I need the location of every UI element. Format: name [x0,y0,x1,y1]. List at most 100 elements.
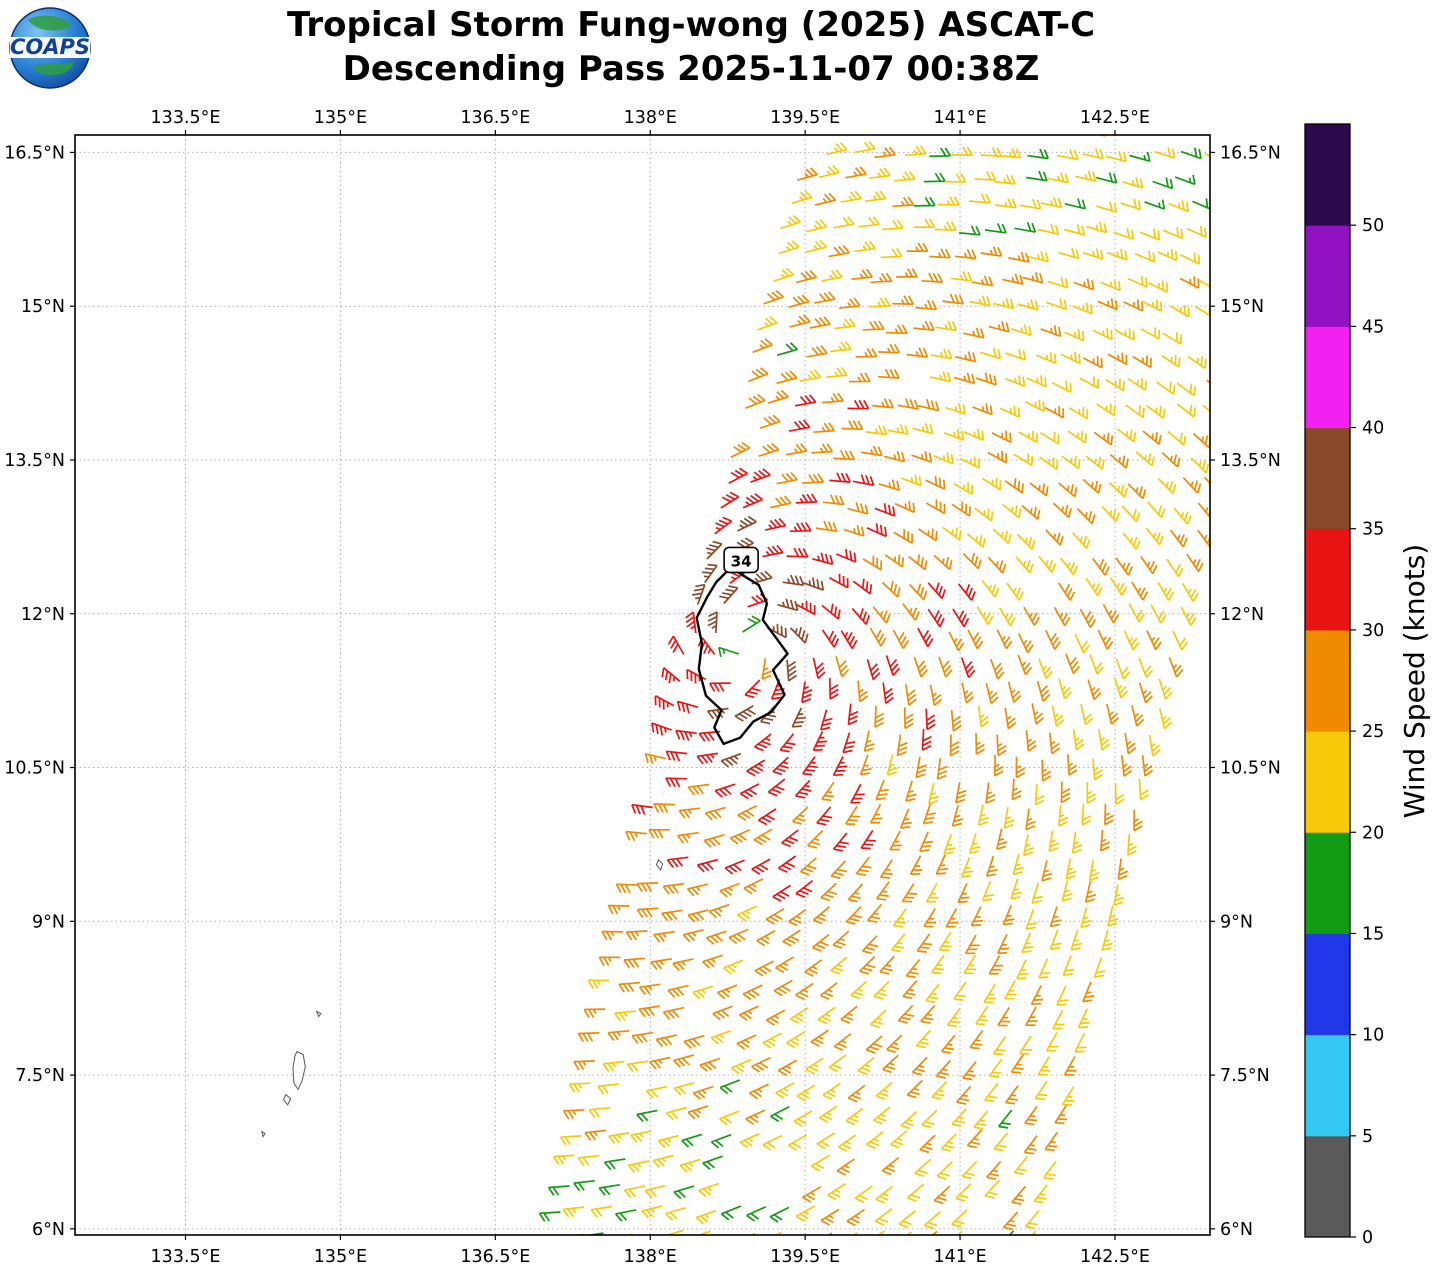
wind-barb [1049,929,1062,951]
wind-barb [1096,403,1116,417]
wind-barb [1004,478,1024,494]
wind-barb [794,394,817,407]
colorbar-bin [1305,731,1350,833]
wind-barb [1092,758,1103,781]
wind-radius-contour [695,566,789,746]
wind-barb [885,324,908,335]
wind-barb [845,1107,864,1126]
wind-barb [962,552,982,570]
wind-barb [672,1054,695,1068]
wind-barb [706,930,727,945]
colorbar-tick-label: 30 [1362,621,1384,641]
colorbar-bin [1305,933,1350,1036]
wind-barb [875,1081,893,1101]
island-kayangel [315,1010,322,1018]
wind-barb [785,443,808,456]
wind-barb [1186,225,1207,238]
wind-barb [686,883,709,897]
wind-barb [1084,881,1097,903]
wind-barb [1115,557,1133,576]
wind-barb [865,1131,884,1149]
wind-barb [661,667,681,684]
wind-barb [911,1056,928,1076]
wind-barb [855,347,878,358]
wind-barb [877,368,900,379]
wind-barb [1038,555,1057,573]
wind-barb [1106,248,1128,261]
wind-barb [816,1132,836,1150]
wind-barb [745,1109,766,1125]
wind-barb [1157,478,1177,495]
wind-barb [964,934,980,955]
wind-barb [754,960,774,977]
wind-barb [789,314,811,328]
wind-barb [874,1208,893,1226]
wind-barb [1052,1009,1065,1030]
wind-barb [1113,677,1129,699]
wind-barb [960,456,981,469]
wind-barb [1058,804,1069,827]
wind-barb [812,657,826,680]
coaps-logo-graphic: COAPS [9,7,91,89]
wind-barb [1144,199,1166,210]
wind-barb [912,423,934,435]
wind-barb [776,471,798,485]
wind-barb [1117,858,1129,881]
colorbar-tick-label: 15 [1362,924,1384,944]
wind-barb [1148,280,1169,293]
wind-barb [904,145,927,157]
wind-barb [1148,734,1161,757]
wind-barbs-layer [538,135,1245,1251]
wind-barb [573,1060,595,1071]
wind-barb [1008,1230,1015,1235]
wind-barb [1158,708,1172,730]
wind-barb [933,452,954,465]
wind-barb [547,1185,570,1196]
wind-barb [973,1110,989,1130]
wind-barb [1018,633,1034,654]
wind-barb [776,370,798,385]
wind-barb [892,908,907,928]
wind-barb [1017,299,1039,311]
wind-barb [1012,853,1024,876]
wind-barb [1227,275,1245,287]
wind-barb [1011,1185,1027,1205]
wind-barb [795,982,814,1001]
wind-barb [577,1032,600,1043]
wind-barb [957,882,970,904]
wind-barb [906,242,929,253]
storm-contour-layer: 34 [695,546,789,746]
wind-barb [840,1005,858,1024]
wind-barb [833,450,855,461]
wind-barb [892,629,910,649]
wind-barb [1162,332,1182,345]
wind-barb [884,554,905,568]
wind-barb [762,1134,783,1151]
wind-barb [788,908,807,927]
wind-barb [1092,327,1113,341]
wind-barb [588,1106,611,1119]
wind-barb [945,908,959,928]
wind-barb [962,1061,977,1081]
wind-barb [927,782,940,805]
wind-barb [1142,430,1162,446]
wind-barb [992,528,1012,544]
wind-barb [795,269,818,284]
wind-barb [985,782,996,804]
wind-barb [712,1238,732,1251]
wind-barb [915,756,928,779]
wind-barb [996,629,1013,650]
wind-barb [1168,657,1184,678]
wind-barb [1074,1032,1087,1053]
wind-barb [802,473,825,484]
wind-barb [687,909,709,923]
wind-barb [955,781,967,804]
wind-barb [821,629,840,648]
wind-barb [975,372,997,386]
wind-barb [1023,606,1040,626]
wind-barb [966,1129,983,1149]
wind-barb [874,146,896,159]
wind-barb [590,1205,613,1218]
wind-barb [869,1009,887,1029]
wind-barb [625,930,648,941]
